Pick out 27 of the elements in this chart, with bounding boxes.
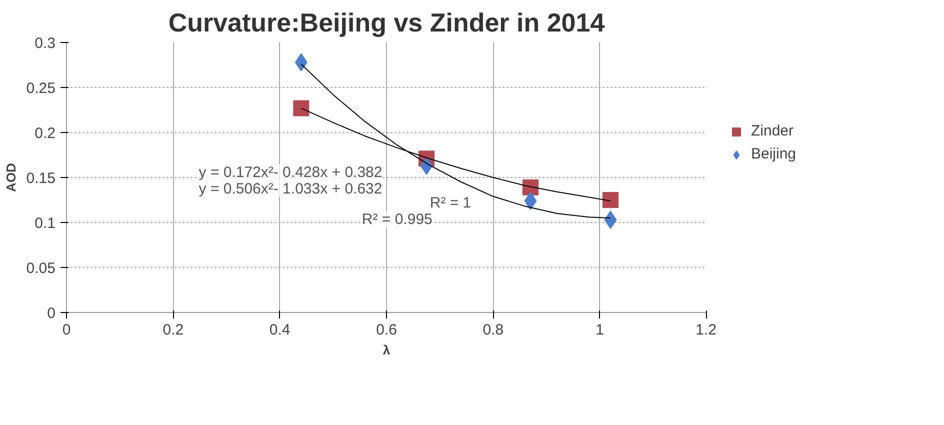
point <box>604 210 617 229</box>
y-tick-label: 0.2 <box>34 125 56 142</box>
y-tick-label: 0.25 <box>26 80 56 97</box>
x-tick-label: 1.2 <box>696 322 717 338</box>
x-tick-label: 0.6 <box>376 322 397 338</box>
x-tick-label: 0 <box>62 322 71 338</box>
y-tick-label: 0.15 <box>26 170 56 187</box>
x-axis-title: λ <box>382 342 391 358</box>
point <box>293 100 310 116</box>
y-tick-label: 0 <box>47 305 56 322</box>
x-tick-label: 0.8 <box>482 322 504 338</box>
x-tick-label: 0.4 <box>269 322 290 338</box>
y-tick-label: 0.3 <box>34 35 56 52</box>
annotation: y = 0.506x²- 1.033x + 0.632 <box>198 180 382 198</box>
legend-label: Zinder <box>751 122 794 140</box>
point <box>524 192 537 210</box>
chart-title: Curvature:Beijing vs Zinder in 2014 <box>168 8 606 38</box>
annotation: y = 0.172x²- 0.428x + 0.382 <box>198 164 382 182</box>
y-tick-label: 0.05 <box>26 260 56 277</box>
x-tick-label: 0.2 <box>162 322 184 338</box>
annotation: R² = 0.995 <box>362 210 432 228</box>
y-tick-label: 0.1 <box>34 215 56 232</box>
x-tick-label: 1 <box>596 322 604 338</box>
point <box>602 192 618 208</box>
y-axis-title: AOD <box>3 163 18 192</box>
annotation: R² = 1 <box>430 194 472 212</box>
legend-label: Beijing <box>751 146 796 162</box>
